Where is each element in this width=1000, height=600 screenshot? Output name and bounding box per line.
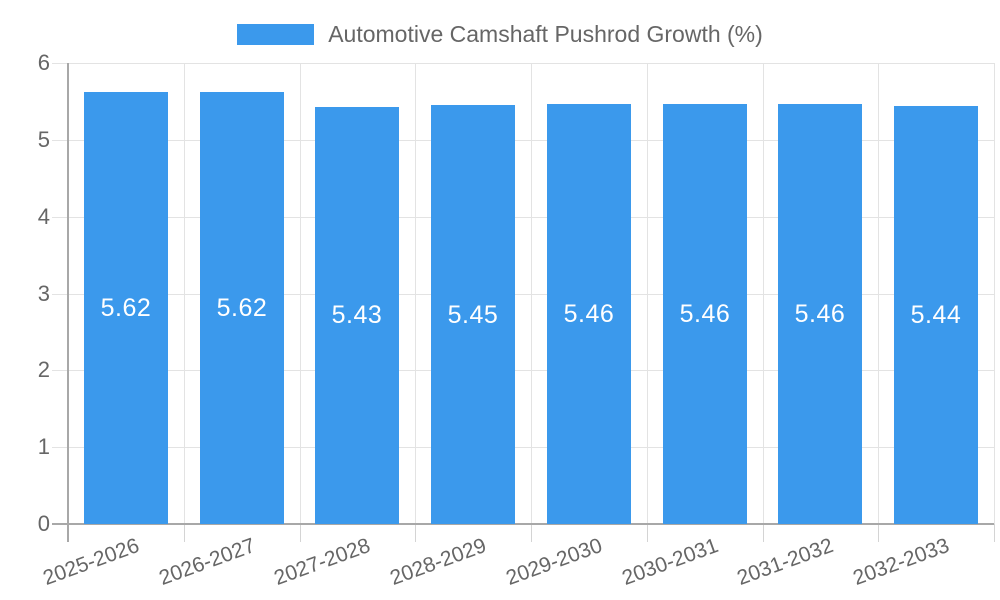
x-axis-label-text: 2028-2029 xyxy=(386,534,489,590)
x-axis-label-text: 2025-2026 xyxy=(39,534,142,590)
x-axis-tick xyxy=(300,524,301,542)
y-axis-line xyxy=(67,63,69,542)
x-gridline xyxy=(994,63,995,524)
y-gridline xyxy=(52,294,994,295)
x-axis-tick xyxy=(415,524,416,542)
y-gridline xyxy=(52,140,994,141)
x-axis-label-text: 2027-2028 xyxy=(270,534,373,590)
x-axis-tick xyxy=(763,524,764,542)
y-axis-tick-label: 1 xyxy=(37,434,50,459)
chart-legend[interactable]: Automotive Camshaft Pushrod Growth (%) xyxy=(0,21,1000,48)
x-gridline xyxy=(184,63,185,524)
bar[interactable] xyxy=(894,106,978,524)
y-axis-tick-label: 2 xyxy=(37,357,50,382)
x-axis-label-text: 2026-2027 xyxy=(155,534,258,590)
x-gridline xyxy=(300,63,301,524)
x-axis-tick xyxy=(994,524,995,542)
x-axis-label-text: 2031-2032 xyxy=(733,534,836,590)
legend-label: Automotive Camshaft Pushrod Growth (%) xyxy=(328,21,763,47)
x-gridline xyxy=(763,63,764,524)
x-axis-line xyxy=(52,523,994,525)
y-axis-tick-label: 4 xyxy=(37,204,50,229)
x-axis-tick xyxy=(878,524,879,542)
y-axis-tick-label: 6 xyxy=(37,50,50,75)
x-gridline xyxy=(415,63,416,524)
bar[interactable] xyxy=(431,105,515,524)
y-axis-tick-label: 0 xyxy=(37,511,50,536)
y-axis-tick-label: 5 xyxy=(37,127,50,152)
bar[interactable] xyxy=(778,104,862,524)
x-gridline xyxy=(531,63,532,524)
y-gridline xyxy=(52,447,994,448)
bar[interactable] xyxy=(200,92,284,524)
x-axis-tick xyxy=(647,524,648,542)
y-axis-tick-label: 3 xyxy=(37,281,50,306)
y-gridline xyxy=(52,217,994,218)
x-axis-label-text: 2032-2033 xyxy=(849,534,952,590)
legend-swatch-icon xyxy=(237,24,315,45)
x-gridline xyxy=(878,63,879,524)
bar[interactable] xyxy=(547,104,631,524)
x-gridline xyxy=(647,63,648,524)
y-gridline xyxy=(52,370,994,371)
bar[interactable] xyxy=(315,107,399,524)
x-axis-tick xyxy=(531,524,532,542)
y-gridline xyxy=(52,63,994,64)
bar[interactable] xyxy=(84,92,168,524)
bar[interactable] xyxy=(663,104,747,524)
x-axis-label-text: 2029-2030 xyxy=(502,534,605,590)
x-axis-label-text: 2030-2031 xyxy=(618,534,721,590)
x-axis-tick xyxy=(184,524,185,542)
